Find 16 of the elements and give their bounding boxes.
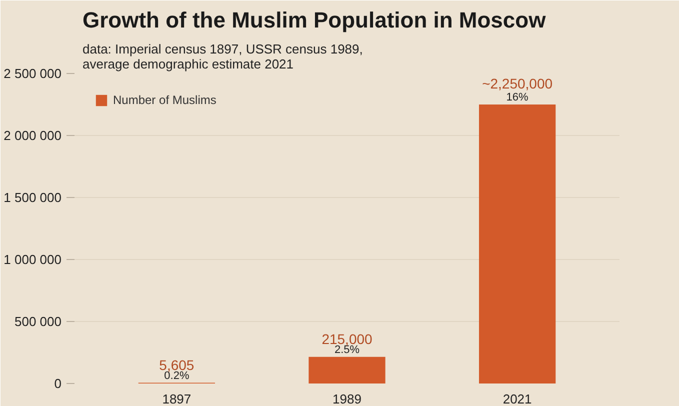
x-tick-label: 1989 — [332, 392, 362, 406]
y-tick-label: 0 — [54, 376, 62, 391]
y-tick-label: 2 500 000 — [4, 66, 62, 81]
bar — [308, 356, 386, 384]
bar — [478, 104, 556, 384]
y-tick-label: 1 000 000 — [4, 252, 62, 267]
chart-title: Growth of the Muslim Population in Moscow — [82, 8, 547, 32]
x-tick-label: 2021 — [502, 392, 532, 406]
y-tick-label: 2 000 000 — [4, 128, 62, 143]
y-tick-label: 1 500 000 — [4, 190, 62, 205]
x-tick-label: 1897 — [162, 392, 192, 406]
annotation: 16% — [506, 92, 529, 104]
text: ~2,250,000 — [482, 76, 553, 92]
chart-subtitle: data: Imperial census 1897, USSR census 1989, average demographic estimate 2021 — [82, 42, 363, 72]
legend-label: Number of Muslims — [113, 93, 216, 107]
y-tick-label: 500 000 — [14, 314, 62, 329]
